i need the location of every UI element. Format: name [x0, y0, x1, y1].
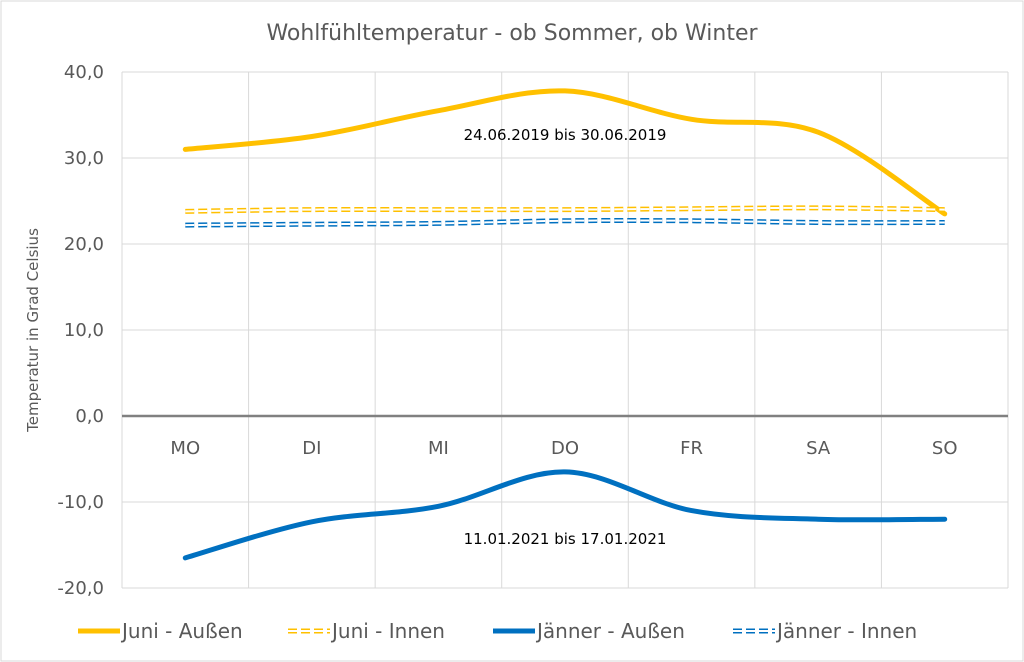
series-line-jänner-außen	[182, 469, 948, 561]
grid-lines	[121, 71, 1009, 589]
legend-label: Jänner - Außen	[535, 619, 685, 643]
x-tick-label: DO	[551, 438, 579, 459]
legend-label: Juni - Außen	[120, 619, 243, 643]
x-tick-label: MO	[170, 438, 200, 459]
y-tick-labels: 40,0 30,0 20,0 10,0 0,0 -10,0 -20,0	[57, 62, 104, 599]
y-tick-label: 20,0	[64, 234, 104, 255]
legend-item: Jänner - Außen	[493, 619, 685, 643]
x-tick-labels: MO DI MI DO FR SA SO	[170, 438, 957, 459]
y-tick-label: 40,0	[64, 62, 104, 83]
x-tick-label: DI	[302, 438, 321, 459]
legend-item: Jänner - Innen	[733, 619, 917, 643]
x-tick-label: MI	[428, 438, 449, 459]
annotation-label: 11.01.2021 bis 17.01.2021	[464, 530, 667, 548]
y-tick-label: 10,0	[64, 320, 104, 341]
y-tick-label: -20,0	[57, 578, 104, 599]
x-tick-label: FR	[680, 438, 703, 459]
legend-item: Juni - Innen	[288, 619, 445, 643]
y-tick-label: 0,0	[75, 406, 104, 427]
series-line-jänner-innen-inner	[185, 219, 945, 227]
x-tick-label: SA	[806, 438, 831, 459]
annotations: 24.06.2019 bis 30.06.2019 11.01.2021 bis …	[464, 126, 667, 548]
y-tick-label: -10,0	[57, 492, 104, 513]
x-tick-label: SO	[932, 438, 958, 459]
legend-label: Juni - Innen	[330, 619, 445, 643]
annotation-label: 24.06.2019 bis 30.06.2019	[464, 126, 667, 144]
legend-item: Juni - Außen	[78, 619, 243, 643]
chart-title: Wohlfühltemperatur - ob Sommer, ob Winte…	[266, 21, 758, 46]
series-line-juni-innen-inner	[185, 206, 945, 213]
series-line-juni-außen	[182, 88, 948, 217]
legend: Juni - Außen Juni - Innen Jänner - Außen Jä…	[78, 619, 917, 643]
y-axis-label: Temperatur in Grad Celsius	[24, 228, 42, 433]
series-lines	[182, 88, 948, 561]
y-tick-label: 30,0	[64, 148, 104, 169]
legend-label: Jänner - Innen	[775, 619, 917, 643]
